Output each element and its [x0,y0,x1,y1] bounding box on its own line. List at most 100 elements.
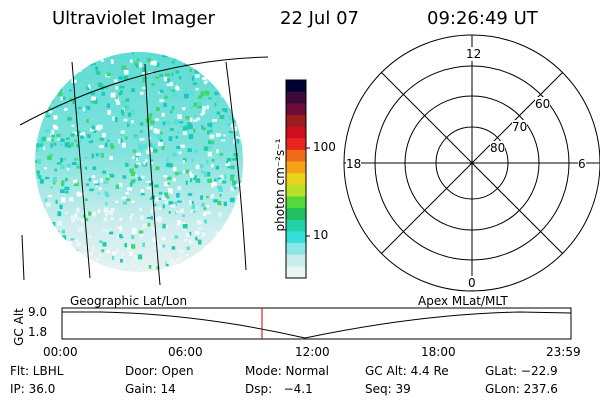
speckle-pixel [123,69,129,75]
speckle-pixel [162,53,167,58]
speckle-pixel [217,200,222,206]
speckle-pixel [131,262,135,267]
speckle-pixel [168,136,173,142]
speckle-pixel [207,122,213,127]
speckle-pixel [77,218,82,221]
speckle-pixel [113,79,118,83]
speckle-pixel [38,175,42,179]
speckle-pixel [47,195,52,198]
speckle-pixel [232,180,237,186]
speckle-pixel [88,178,92,182]
speckle-pixel [70,133,75,137]
colorbar-segment [286,126,306,139]
speckle-pixel [110,217,114,220]
observation-date: 22 Jul 07 [280,8,359,29]
speckle-pixel [142,78,146,83]
mlt-label-0: 0 [468,276,476,290]
speckle-pixel [103,181,109,184]
speckle-pixel [97,209,101,214]
speckle-pixel [89,188,94,192]
speckle-pixel [95,66,99,70]
speckle-pixel [179,256,184,260]
timeline-frame [61,307,572,340]
speckle-pixel [230,165,235,170]
speckle-pixel [123,118,128,122]
speckle-pixel [53,180,56,185]
colorbar-segment [286,149,306,163]
speckle-pixel [107,139,110,142]
speckle-pixel [201,170,204,174]
speckle-pixel [185,232,190,238]
speckle-pixel [61,181,65,187]
speckle-pixel [35,147,40,152]
colorbar-tick-10: 10 [313,228,329,242]
colorbar-segment [286,184,306,197]
speckle-pixel [69,197,74,202]
speckle-pixel [78,106,82,110]
speckle-pixel [100,137,104,141]
speckle-pixel [99,137,102,141]
speckle-pixel [73,179,78,184]
speckle-pixel [201,125,204,129]
speckle-pixel [119,234,123,238]
speckle-pixel [148,147,153,152]
speckle-pixel [76,163,80,167]
speckle-pixel [80,134,84,139]
speckle-pixel [186,246,190,251]
speckle-pixel [174,119,179,125]
x-tick-1800: 18:00 [421,345,456,359]
speckle-pixel [235,183,241,187]
speckle-pixel [91,211,97,217]
speckle-pixel [86,212,90,216]
speckle-pixel [131,52,135,55]
lat-label-80: 80 [490,141,506,155]
speckle-pixel [189,231,192,236]
colorbar-segment [286,173,306,186]
colorbar-segment [286,208,306,221]
speckle-pixel [45,129,50,133]
speckle-pixel [172,60,175,64]
speckle-pixel [47,155,52,160]
speckle-pixel [229,131,233,134]
speckle-pixel [163,142,166,147]
speckle-pixel [130,171,136,176]
speckle-pixel [212,119,217,122]
speckle-pixel [221,108,226,112]
speckle-pixel [213,199,218,203]
speckle-pixel [179,249,184,254]
speckle-pixel [95,153,99,157]
speckle-pixel [151,144,156,148]
speckle-pixel [193,119,198,122]
speckle-pixel [119,182,123,187]
x-tick-2359: 23:59 [546,345,581,359]
speckle-pixel [90,101,95,104]
speckle-pixel [115,200,119,203]
colorbar-segment [286,80,306,93]
speckle-pixel [79,132,85,136]
speckle-pixel [231,158,235,161]
speckle-pixel [83,108,88,114]
speckle-pixel [182,158,186,162]
speckle-pixel [139,233,144,238]
speckle-pixel [151,226,157,231]
colorbar-segment [286,161,306,174]
speckle-pixel [191,204,196,209]
speckle-pixel [161,197,167,201]
speckle-pixel [95,125,99,130]
speckle-pixel [111,255,115,261]
speckle-pixel [93,98,98,104]
speckle-pixel [116,248,120,254]
speckle-pixel [223,134,226,137]
speckle-pixel [91,139,94,143]
speckle-pixel [206,195,209,199]
speckle-pixel [183,158,187,163]
speckle-pixel [162,244,165,248]
speckle-pixel [197,105,202,109]
speckle-pixel [233,139,237,144]
speckle-pixel [190,178,193,183]
speckle-pixel [177,171,183,175]
speckle-pixel [140,192,145,196]
speckle-pixel [218,187,223,192]
speckle-pixel [139,147,144,152]
